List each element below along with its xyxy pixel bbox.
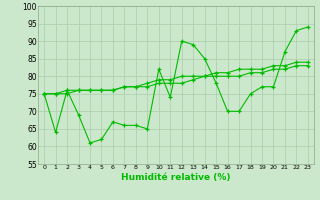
X-axis label: Humidité relative (%): Humidité relative (%) xyxy=(121,173,231,182)
